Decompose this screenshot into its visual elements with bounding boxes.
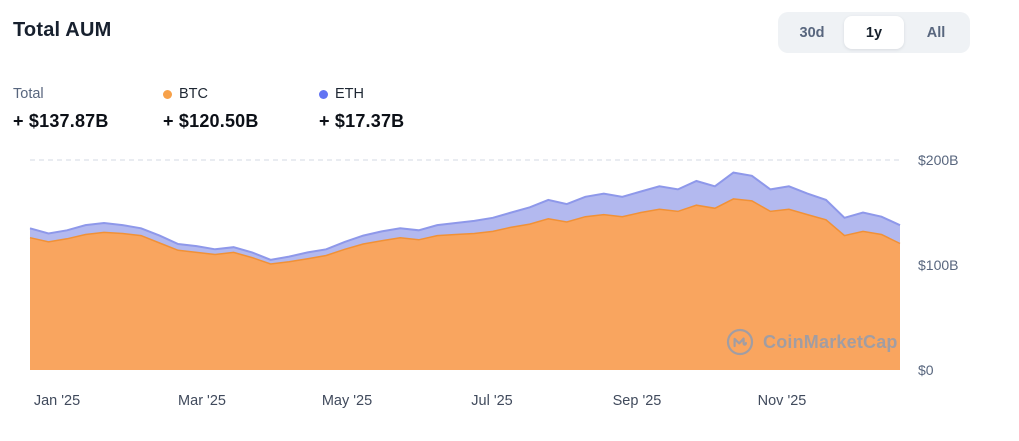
x-axis-label: Nov '25	[758, 393, 807, 409]
legend-eth-dot	[319, 89, 328, 99]
btc-area	[30, 198, 900, 370]
btc-line	[29, 198, 901, 265]
x-axis-label: Mar '25	[178, 393, 226, 409]
page-title: Total AUM	[13, 19, 112, 41]
legend: Total + $137.87B BTC + $120.50B ETH + $1…	[13, 84, 404, 132]
legend-total-value: + $137.87B	[13, 111, 109, 131]
legend-btc-label: BTC	[179, 86, 208, 102]
x-axis-label: Sep '25	[613, 393, 662, 409]
chart-canvas[interactable]: $200B $100B $0 Jan '25 Mar '25 May '25 Jul '25…	[0, 150, 1019, 441]
legend-item-total: Total + $137.87B	[13, 84, 163, 132]
x-axis-label: May '25	[322, 393, 372, 409]
range-button-30d[interactable]: 30d	[782, 16, 842, 49]
y-axis-label: $200B	[918, 152, 958, 168]
time-range-selector: 30d 1y All	[778, 12, 970, 53]
x-axis-label: Jul '25	[471, 393, 512, 409]
legend-total-label: Total	[13, 86, 44, 102]
legend-eth-label: ETH	[335, 86, 364, 102]
legend-btc-value: + $120.50B	[163, 111, 259, 131]
eth-area	[30, 172, 900, 264]
range-button-1y[interactable]: 1y	[844, 16, 904, 49]
legend-item-eth[interactable]: ETH + $17.37B	[319, 84, 404, 132]
range-button-all[interactable]: All	[906, 16, 966, 49]
total-line	[29, 171, 901, 261]
aum-chart: $200B $100B $0 Jan '25 Mar '25 May '25 Jul '25…	[0, 150, 1019, 441]
legend-eth-value: + $17.37B	[319, 111, 405, 131]
y-axis-label: $100B	[918, 257, 958, 273]
x-axis-label: Jan '25	[34, 393, 80, 409]
y-axis-label: $0	[918, 362, 934, 378]
legend-item-btc[interactable]: BTC + $120.50B	[163, 84, 319, 132]
legend-btc-dot	[163, 89, 172, 99]
